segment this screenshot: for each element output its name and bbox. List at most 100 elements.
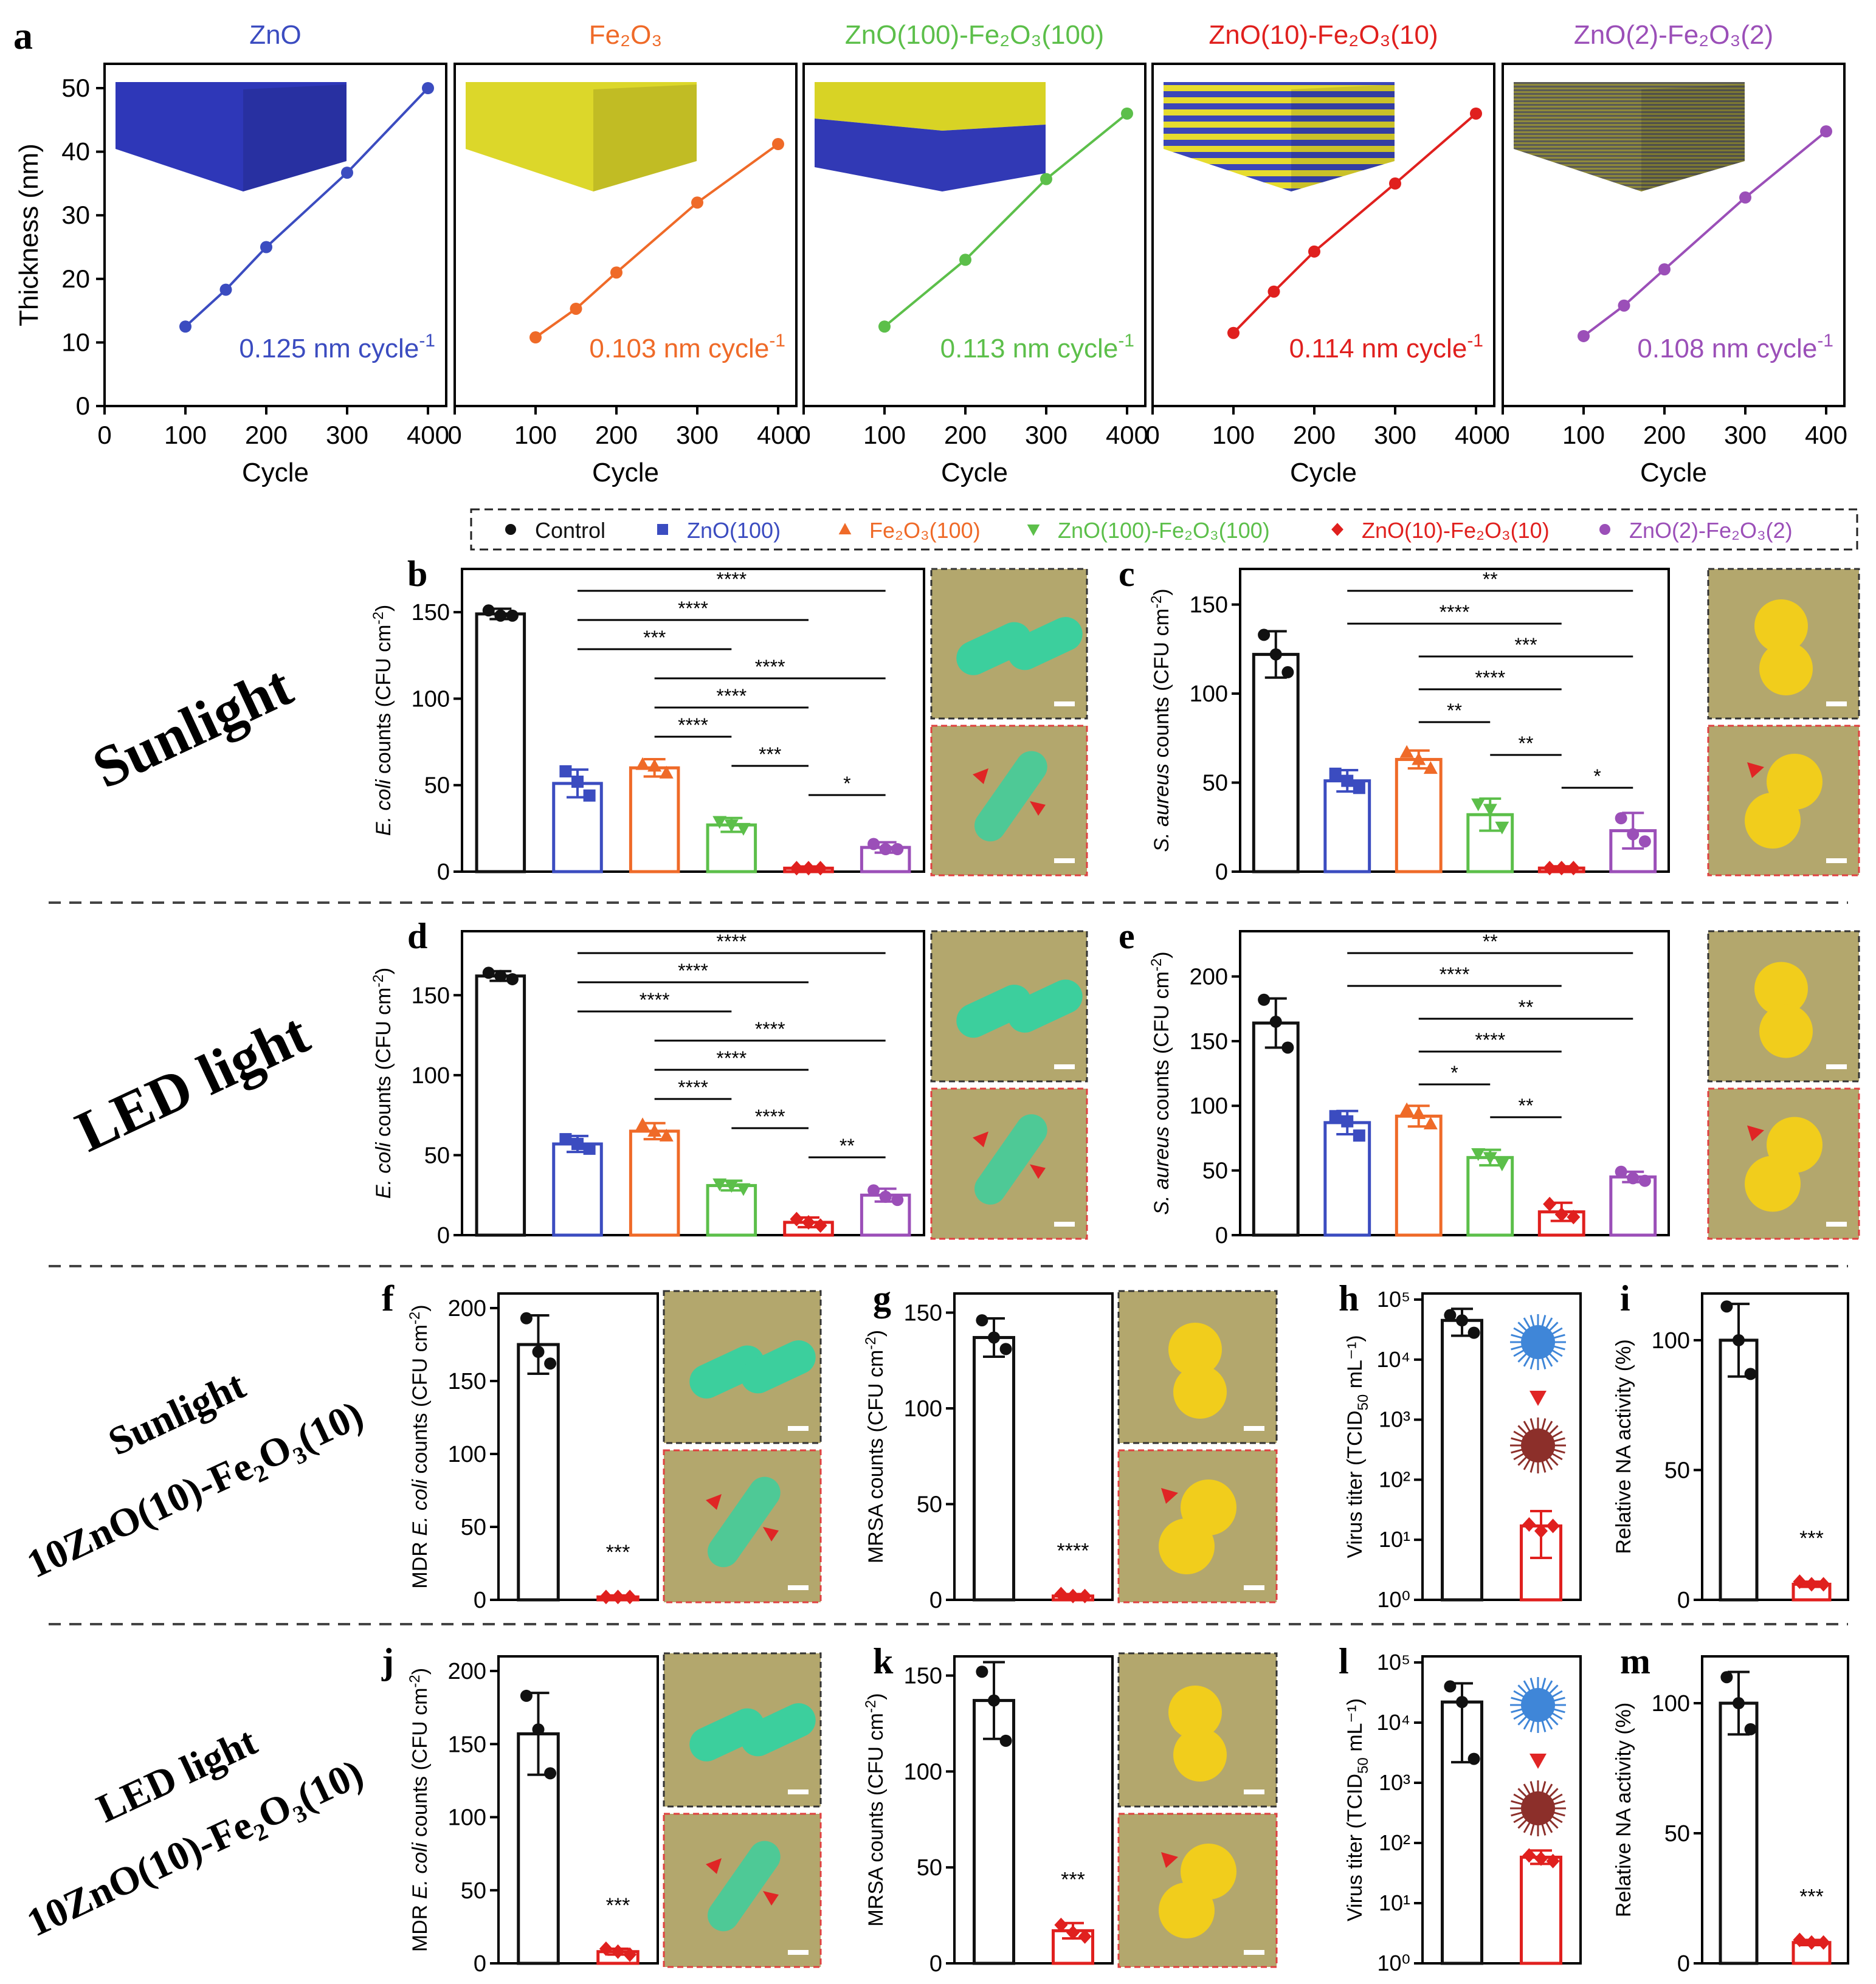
- scale-bar: [1244, 1585, 1264, 1590]
- bar: [973, 1335, 1015, 1602]
- data-point: [1546, 1518, 1560, 1534]
- data-point: [1467, 1752, 1480, 1765]
- virus-spike: [1511, 1800, 1523, 1805]
- y-tick-label: 50: [61, 74, 90, 102]
- virus-spike: [1513, 1690, 1525, 1698]
- scale-bar: [788, 1585, 809, 1590]
- subplot-1: Fe₂O₃ 0 100 200 300 400 Cycle 0.103 nm cycle-1: [447, 20, 799, 487]
- data-point: [988, 1331, 1000, 1344]
- data-point: [1470, 107, 1482, 120]
- virus-body: [1521, 1428, 1555, 1462]
- red-arrow-icon: [1747, 762, 1764, 778]
- significance-label: ****: [678, 1076, 708, 1098]
- data-point: [976, 1314, 988, 1327]
- x-tick-label: 200: [1643, 421, 1686, 449]
- y-axis-label: S. aureus counts (CFU cm-2): [1148, 588, 1173, 852]
- ylabel-script: 50: [1355, 1394, 1371, 1411]
- data-point: [1543, 861, 1557, 876]
- virus-spike: [1517, 1684, 1528, 1695]
- y-tick-label: 20: [61, 264, 90, 293]
- bar: [629, 766, 680, 873]
- y-tick-label: 10: [61, 328, 90, 356]
- data-point: [482, 966, 495, 979]
- virus-spike: [1545, 1317, 1553, 1329]
- data-point: [1627, 828, 1640, 841]
- sem-image-treated: [663, 1813, 822, 1968]
- data-point: [959, 253, 971, 266]
- significance-label: ****: [1440, 963, 1470, 985]
- data-point: [879, 1190, 892, 1203]
- legend-item-1: ZnO(100): [657, 518, 781, 543]
- significance-label: ****: [1440, 601, 1470, 623]
- x-tick-label: 400: [1455, 421, 1497, 449]
- virus-spike: [1517, 1321, 1528, 1332]
- plot-frame: [802, 63, 1147, 407]
- legend-item-5: ZnO(2)-Fe₂O₃(2): [1599, 518, 1793, 543]
- data-point: [1816, 1935, 1830, 1950]
- ylabel-part: mL⁻¹): [1343, 1698, 1367, 1757]
- ecoli-cell: [956, 984, 1032, 1038]
- virus-spike: [1545, 1421, 1553, 1433]
- virus-spike: [1517, 1456, 1528, 1466]
- y-tick-label: 30: [61, 201, 90, 229]
- ylabel-part: Virus titer (TCID: [1343, 1410, 1367, 1558]
- significance-label: ***: [1799, 1527, 1824, 1550]
- data-point: [422, 82, 434, 94]
- significance-label: **: [1519, 732, 1534, 754]
- data-point: [1341, 774, 1354, 787]
- subplot-title: ZnO(100)-Fe₂O₃(100): [845, 20, 1104, 50]
- bar: [629, 1129, 680, 1237]
- data-point: [1567, 1210, 1581, 1225]
- data-point: [813, 861, 827, 876]
- virus-spike: [1523, 1718, 1531, 1730]
- virus-inactivated-icon: [1510, 1417, 1566, 1473]
- plot-frame: [1239, 568, 1670, 873]
- ylabel-script: -2: [863, 1700, 879, 1713]
- data-point: [1467, 1326, 1480, 1339]
- y-axis-label: Thickness (nm): [14, 143, 44, 326]
- ylabel-script: -2: [407, 1312, 423, 1324]
- virus-spike: [1529, 1823, 1535, 1836]
- x-tick-label: 0: [796, 421, 810, 449]
- film-body: [466, 82, 697, 191]
- legend-label: Fe₂O₃(100): [869, 518, 981, 543]
- virus-spike: [1551, 1327, 1563, 1335]
- panel-letter-i: i: [1620, 1278, 1630, 1318]
- sem-image-control: [930, 930, 1088, 1083]
- y-axis-label: Virus titer (TCID50 mL⁻¹): [1343, 1698, 1371, 1921]
- saureus-damaged-cell: [1159, 1518, 1215, 1574]
- data-point: [571, 1138, 584, 1150]
- data-point: [494, 609, 507, 622]
- subplot-title: Fe₂O₃: [589, 20, 663, 50]
- ylabel-italic: E. coli: [372, 779, 395, 836]
- data-point: [891, 843, 904, 856]
- y-tick-label: 50: [424, 773, 450, 799]
- virus-spike: [1523, 1783, 1531, 1796]
- virus-spike: [1541, 1678, 1547, 1690]
- data-point: [1258, 629, 1271, 641]
- ylabel-part: MRSA counts (CFU cm: [864, 1713, 888, 1926]
- significance-label: ****: [716, 931, 747, 952]
- virus-spike: [1517, 1425, 1528, 1435]
- y-tick-label: 10³: [1379, 1407, 1410, 1432]
- panel-f: f 0 50 100 150 200 MDR E. coli counts (CFU cm-…: [382, 1278, 822, 1613]
- y-tick-label: 50: [424, 1143, 450, 1168]
- significance-label: **: [1483, 931, 1498, 952]
- virus-spike: [1553, 1334, 1565, 1339]
- data-point: [790, 861, 804, 876]
- y-tick-label: 50: [917, 1855, 942, 1881]
- plot-frame: [461, 930, 925, 1236]
- saureus-cell: [1168, 1686, 1222, 1739]
- sem-image-treated: [1117, 1449, 1278, 1603]
- data-point: [659, 765, 674, 779]
- legend-marker: [1027, 524, 1040, 536]
- saureus-cell: [1173, 1365, 1227, 1419]
- data-point: [532, 1346, 545, 1358]
- y-tick-label: 0: [474, 1951, 486, 1977]
- virus-spike: [1545, 1458, 1553, 1470]
- data-point: [1078, 1929, 1092, 1944]
- ecoli-damaged-cell: [708, 1841, 781, 1932]
- virus-spike: [1548, 1788, 1559, 1798]
